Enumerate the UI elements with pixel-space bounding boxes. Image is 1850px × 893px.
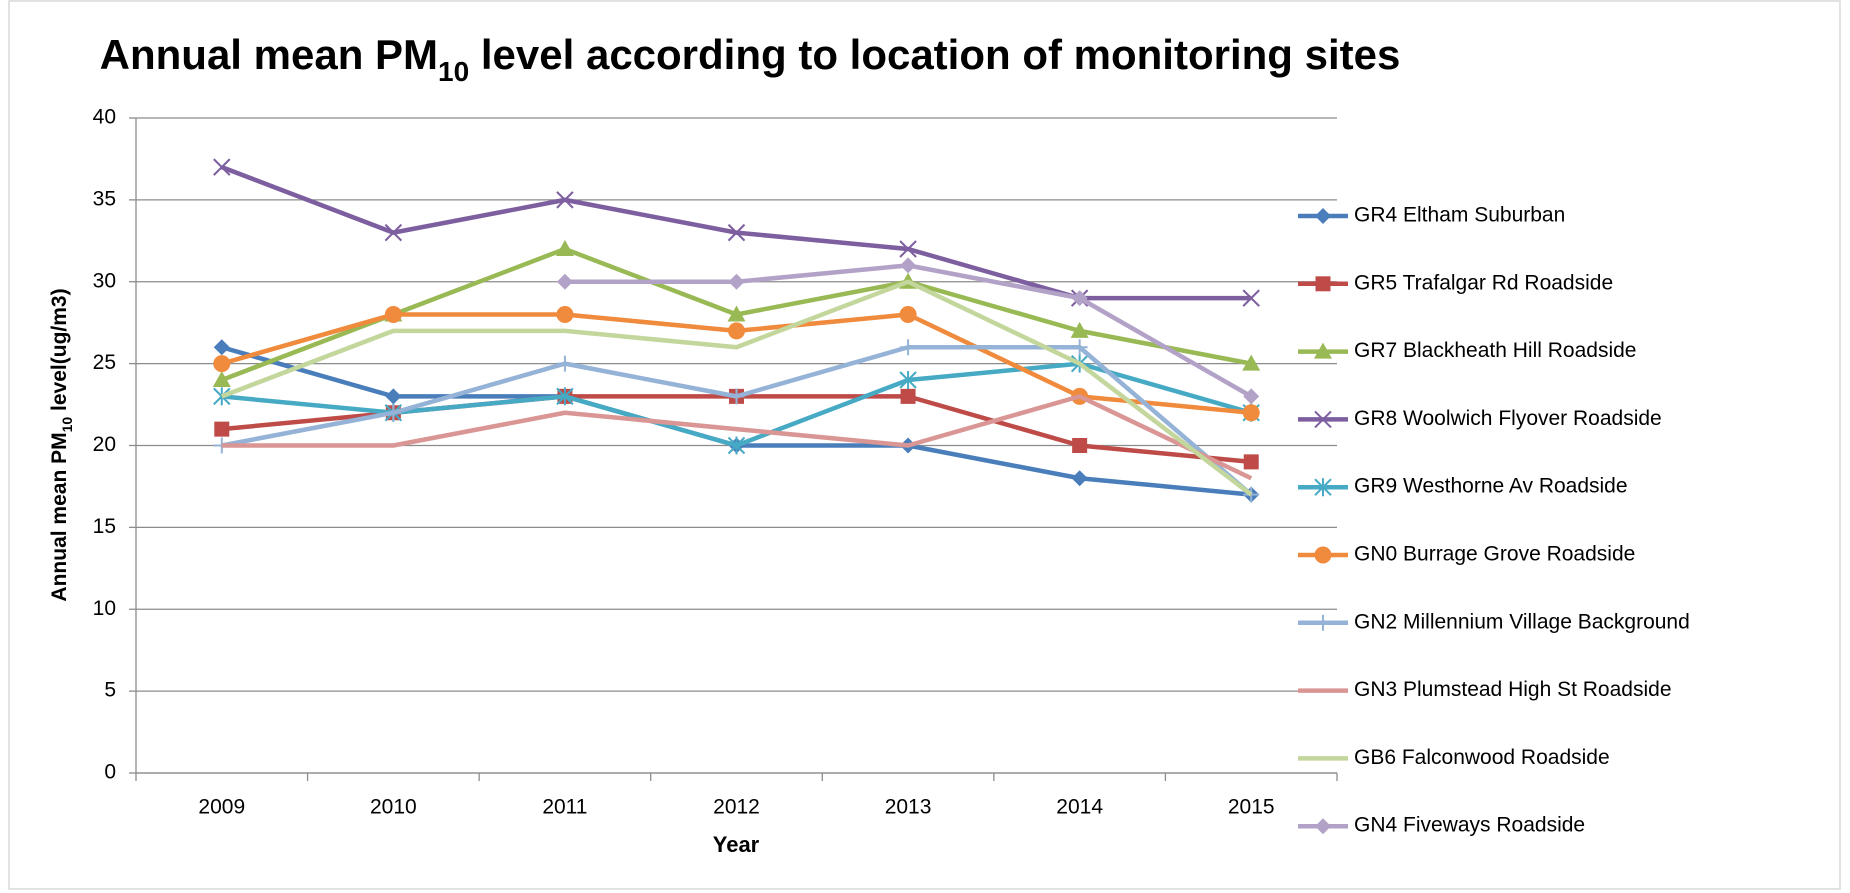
series-line (220, 279, 1253, 497)
data-point (899, 240, 917, 258)
data-point (1072, 438, 1088, 453)
x-axis-label: Year (713, 832, 760, 857)
x-tick-label: 2013 (885, 796, 932, 819)
legend-label: GN4 Fiveways Roadside (1354, 814, 1585, 837)
data-point (727, 223, 746, 242)
data-point (213, 355, 231, 373)
text-part: 10 (59, 417, 75, 433)
data-point (900, 388, 916, 404)
legend-marker (1314, 342, 1332, 359)
legend-marker (1314, 410, 1332, 429)
data-point (900, 257, 917, 274)
data-point (1243, 388, 1260, 405)
legend-label: GN2 Millennium Village Background (1354, 610, 1690, 633)
data-point (1242, 289, 1260, 307)
legend-label: GR7 Blackheath Hill Roadside (1354, 339, 1636, 362)
x-tick-label: 2011 (542, 796, 587, 819)
data-point (385, 388, 402, 405)
data-point (556, 273, 573, 290)
data-point (1243, 454, 1259, 470)
y-axis-label: Annual mean PM10 level(ug/m3) (48, 288, 75, 601)
data-point (1071, 470, 1088, 487)
data-point (212, 371, 231, 387)
text-part: level(ug/m3) (48, 288, 71, 416)
data-point (728, 322, 745, 340)
data-point (899, 371, 917, 389)
y-tick-label: 5 (104, 679, 116, 702)
data-point (1242, 354, 1261, 371)
legend-label: GN3 Plumstead High St Roadside (1354, 678, 1672, 701)
data-point (384, 223, 403, 242)
legend-label: GN0 Burrage Grove Roadside (1354, 543, 1635, 566)
y-tick-label: 0 (104, 761, 116, 784)
y-tick-label: 10 (93, 597, 116, 620)
legend-marker (1314, 546, 1332, 564)
y-tick-label: 25 (93, 351, 116, 374)
legend-marker (1315, 614, 1331, 631)
legend-marker (1314, 478, 1332, 497)
x-tick-label: 2014 (1056, 796, 1103, 819)
data-point (900, 339, 917, 356)
data-point (385, 404, 402, 421)
text-part: Annual mean PM (48, 432, 71, 601)
x-tick-label: 2015 (1228, 796, 1275, 819)
y-tick-label: 40 (93, 106, 116, 129)
data-point (1071, 339, 1088, 356)
data-point (1070, 321, 1089, 338)
data-point (214, 421, 230, 437)
legend-label: GR9 Westhorne Av Roadside (1354, 475, 1628, 498)
data-point (213, 158, 231, 176)
legend-label: GB6 Falconwood Roadside (1354, 746, 1610, 769)
text-part: 10 (438, 56, 469, 87)
data-point (556, 306, 574, 323)
data-point (728, 388, 745, 405)
data-point (213, 339, 230, 356)
data-point (556, 191, 574, 209)
text-part: level according to location of monitorin… (469, 31, 1400, 78)
data-point (727, 436, 746, 455)
data-point (728, 273, 745, 290)
data-point (555, 240, 574, 256)
legend-marker (1315, 818, 1331, 835)
legend-label: GR5 Trafalgar Rd Roadside (1354, 271, 1613, 294)
data-point (556, 387, 574, 406)
y-tick-label: 20 (93, 433, 116, 456)
y-tick-label: 15 (93, 515, 116, 538)
data-point (1242, 404, 1260, 422)
y-tick-label: 30 (93, 269, 116, 292)
text-part: Annual mean PM (100, 31, 438, 78)
legend-label: GR8 Woolwich Flyover Roadside (1354, 407, 1662, 430)
data-point (1071, 290, 1088, 307)
data-point (556, 355, 573, 372)
y-tick-label: 35 (93, 187, 116, 210)
legend-marker (1315, 276, 1331, 292)
series-line (221, 394, 1253, 481)
legend-marker (1315, 208, 1331, 224)
chart-title: Annual mean PM10 level according to loca… (100, 31, 1401, 87)
data-point (727, 305, 746, 322)
data-point (384, 306, 402, 323)
legend-label: GR4 Eltham Suburban (1354, 204, 1565, 227)
x-tick-label: 2009 (198, 796, 245, 819)
x-tick-label: 2012 (713, 796, 760, 819)
data-point (899, 306, 917, 323)
x-tick-label: 2010 (370, 796, 417, 819)
